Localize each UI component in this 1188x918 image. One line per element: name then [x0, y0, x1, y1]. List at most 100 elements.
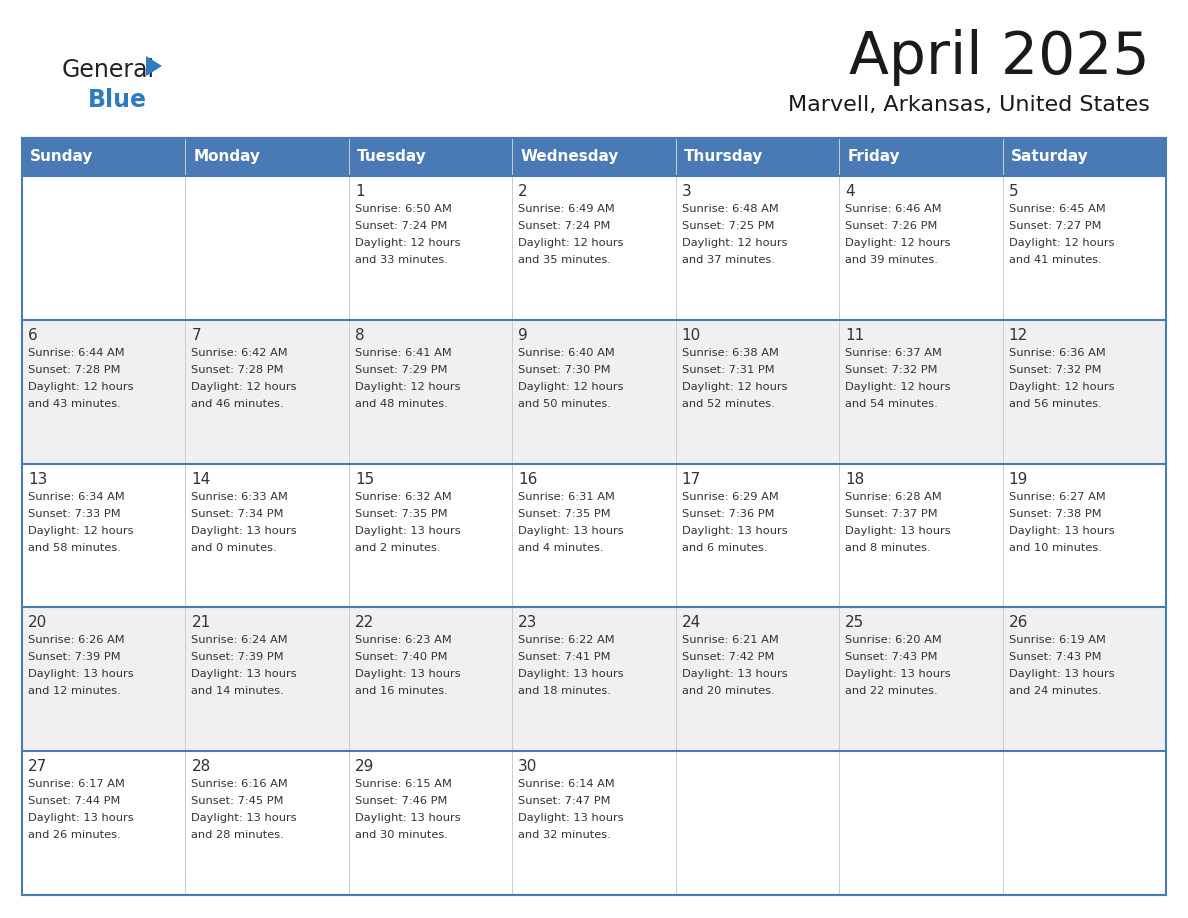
Bar [23, 608, 185, 751]
Text: 13: 13 [29, 472, 48, 487]
Text: Sunset: 7:43 PM: Sunset: 7:43 PM [1009, 653, 1101, 663]
Text: Sunset: 7:30 PM: Sunset: 7:30 PM [518, 364, 611, 375]
Text: Daylight: 12 hours: Daylight: 12 hours [518, 238, 624, 248]
Text: and 35 minutes.: and 35 minutes. [518, 255, 611, 265]
Bar [676, 138, 839, 176]
Text: and 48 minutes.: and 48 minutes. [355, 398, 448, 409]
Text: Sunrise: 6:26 AM: Sunrise: 6:26 AM [29, 635, 125, 645]
Text: Sunrise: 6:19 AM: Sunrise: 6:19 AM [1009, 635, 1106, 645]
Text: Sunset: 7:47 PM: Sunset: 7:47 PM [518, 796, 611, 806]
Text: Sunrise: 6:14 AM: Sunrise: 6:14 AM [518, 779, 615, 789]
Text: Daylight: 13 hours: Daylight: 13 hours [1009, 526, 1114, 535]
Text: 6: 6 [29, 328, 38, 342]
Text: 12: 12 [1009, 328, 1028, 342]
Text: Sunrise: 6:32 AM: Sunrise: 6:32 AM [355, 492, 451, 501]
Text: Sunset: 7:45 PM: Sunset: 7:45 PM [191, 796, 284, 806]
Text: 17: 17 [682, 472, 701, 487]
Text: Sunrise: 6:38 AM: Sunrise: 6:38 AM [682, 348, 778, 358]
Bar [1003, 319, 1165, 464]
Text: Sunrise: 6:22 AM: Sunrise: 6:22 AM [518, 635, 615, 645]
Bar [839, 176, 1003, 319]
Bar [185, 138, 349, 176]
Bar [185, 176, 349, 319]
Bar [512, 138, 676, 176]
Text: Monday: Monday [194, 150, 260, 164]
Text: 9: 9 [518, 328, 527, 342]
Text: and 46 minutes.: and 46 minutes. [191, 398, 284, 409]
Text: Sunrise: 6:45 AM: Sunrise: 6:45 AM [1009, 204, 1105, 214]
Bar [349, 608, 512, 751]
Text: Daylight: 13 hours: Daylight: 13 hours [518, 526, 624, 535]
Text: Sunday: Sunday [30, 150, 94, 164]
Text: Sunset: 7:32 PM: Sunset: 7:32 PM [1009, 364, 1101, 375]
Bar [349, 138, 512, 176]
Text: and 8 minutes.: and 8 minutes. [845, 543, 930, 553]
Text: Sunrise: 6:36 AM: Sunrise: 6:36 AM [1009, 348, 1105, 358]
Text: Sunset: 7:34 PM: Sunset: 7:34 PM [191, 509, 284, 519]
Text: Daylight: 13 hours: Daylight: 13 hours [355, 813, 461, 823]
Text: Sunset: 7:28 PM: Sunset: 7:28 PM [29, 364, 120, 375]
Text: and 28 minutes.: and 28 minutes. [191, 830, 284, 840]
Text: Sunset: 7:32 PM: Sunset: 7:32 PM [845, 364, 937, 375]
Text: Sunrise: 6:41 AM: Sunrise: 6:41 AM [355, 348, 451, 358]
Text: 29: 29 [355, 759, 374, 774]
Text: Daylight: 12 hours: Daylight: 12 hours [29, 382, 133, 392]
Text: Sunrise: 6:50 AM: Sunrise: 6:50 AM [355, 204, 451, 214]
Text: 20: 20 [29, 615, 48, 631]
Text: Sunrise: 6:37 AM: Sunrise: 6:37 AM [845, 348, 942, 358]
Text: Sunset: 7:27 PM: Sunset: 7:27 PM [1009, 221, 1101, 231]
Text: Daylight: 12 hours: Daylight: 12 hours [1009, 382, 1114, 392]
Text: 22: 22 [355, 615, 374, 631]
Text: Sunset: 7:42 PM: Sunset: 7:42 PM [682, 653, 775, 663]
Text: Daylight: 13 hours: Daylight: 13 hours [845, 526, 950, 535]
Text: 11: 11 [845, 328, 865, 342]
Text: Sunset: 7:26 PM: Sunset: 7:26 PM [845, 221, 937, 231]
Text: Sunset: 7:33 PM: Sunset: 7:33 PM [29, 509, 121, 519]
Text: Sunset: 7:35 PM: Sunset: 7:35 PM [355, 509, 448, 519]
Text: Blue: Blue [88, 88, 147, 112]
Text: Daylight: 13 hours: Daylight: 13 hours [29, 669, 133, 679]
Text: Sunset: 7:46 PM: Sunset: 7:46 PM [355, 796, 447, 806]
Bar [23, 751, 185, 895]
Text: 19: 19 [1009, 472, 1028, 487]
Text: Sunrise: 6:15 AM: Sunrise: 6:15 AM [355, 779, 451, 789]
Bar [676, 608, 839, 751]
Text: and 14 minutes.: and 14 minutes. [191, 687, 284, 697]
Text: 23: 23 [518, 615, 538, 631]
Text: 24: 24 [682, 615, 701, 631]
Text: 2: 2 [518, 184, 527, 199]
Bar [676, 751, 839, 895]
Text: and 52 minutes.: and 52 minutes. [682, 398, 775, 409]
Text: Daylight: 13 hours: Daylight: 13 hours [845, 669, 950, 679]
Text: and 30 minutes.: and 30 minutes. [355, 830, 448, 840]
Text: Sunrise: 6:17 AM: Sunrise: 6:17 AM [29, 779, 125, 789]
Text: and 37 minutes.: and 37 minutes. [682, 255, 775, 265]
Text: Sunset: 7:40 PM: Sunset: 7:40 PM [355, 653, 448, 663]
Text: Sunset: 7:44 PM: Sunset: 7:44 PM [29, 796, 120, 806]
Text: Daylight: 13 hours: Daylight: 13 hours [682, 526, 788, 535]
Text: Sunset: 7:39 PM: Sunset: 7:39 PM [191, 653, 284, 663]
Text: Sunrise: 6:27 AM: Sunrise: 6:27 AM [1009, 492, 1105, 501]
Bar [839, 464, 1003, 608]
Text: Daylight: 13 hours: Daylight: 13 hours [1009, 669, 1114, 679]
Text: Sunset: 7:24 PM: Sunset: 7:24 PM [518, 221, 611, 231]
Bar [23, 176, 185, 319]
Bar [839, 319, 1003, 464]
Bar [512, 464, 676, 608]
Text: Daylight: 12 hours: Daylight: 12 hours [845, 238, 950, 248]
Bar [512, 319, 676, 464]
Bar [1003, 176, 1165, 319]
Bar [185, 464, 349, 608]
Text: and 20 minutes.: and 20 minutes. [682, 687, 775, 697]
Text: and 56 minutes.: and 56 minutes. [1009, 398, 1101, 409]
Text: Friday: Friday [847, 150, 899, 164]
Text: Thursday: Thursday [684, 150, 763, 164]
Text: Tuesday: Tuesday [356, 150, 426, 164]
Text: Daylight: 13 hours: Daylight: 13 hours [518, 669, 624, 679]
Bar [512, 751, 676, 895]
Text: Daylight: 12 hours: Daylight: 12 hours [355, 382, 461, 392]
Text: Sunset: 7:41 PM: Sunset: 7:41 PM [518, 653, 611, 663]
Text: Sunset: 7:37 PM: Sunset: 7:37 PM [845, 509, 937, 519]
Text: Daylight: 12 hours: Daylight: 12 hours [29, 526, 133, 535]
Bar [185, 319, 349, 464]
